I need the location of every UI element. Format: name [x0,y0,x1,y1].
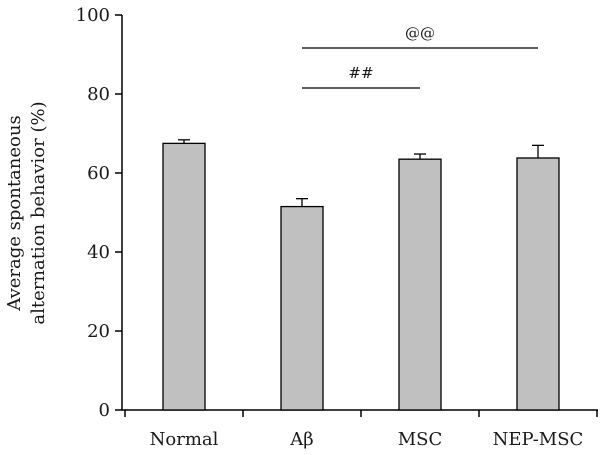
significance-annotations: ## @@ [302,24,538,89]
y-tick-label: 40 [87,242,110,263]
y-axis-title-line-2: alternation behavior (%) [28,101,49,324]
x-axis [122,409,598,417]
bar [162,142,206,411]
y-tick-label: 60 [87,163,110,184]
y-tick-label: 80 [87,84,110,105]
error-bars [178,139,544,207]
category-labels: Normal Aβ MSC NEP-MSC [150,429,584,450]
y-tick-label: 0 [99,400,110,421]
y-tick-label: 20 [87,321,110,342]
category-label: Normal [150,429,219,450]
y-axis-title-line-1: Average spontaneous [4,115,25,311]
y-axis: 0 20 40 60 80 100 [76,5,123,421]
bars [162,142,560,411]
category-label: NEP-MSC [493,429,584,450]
category-label: Aβ [289,429,313,450]
y-tick-label: 100 [76,5,110,26]
category-label: MSC [398,429,443,450]
bar [398,158,442,411]
y-axis-title: Average spontaneous alternation behavior… [4,101,49,324]
bar [280,205,324,411]
bar [516,157,560,411]
significance-label: ## [348,64,373,82]
significance-label: @@ [405,24,435,42]
